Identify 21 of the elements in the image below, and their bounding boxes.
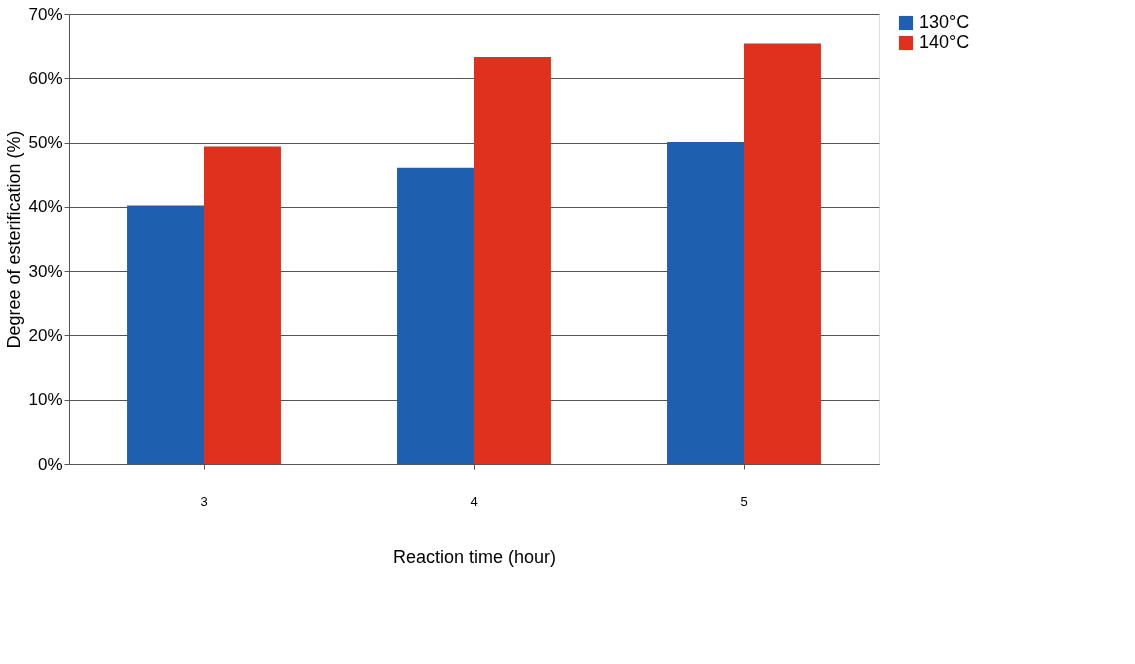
bar <box>474 57 551 464</box>
y-tick-label: 30% <box>28 261 63 281</box>
y-tick-label: 50% <box>28 133 63 153</box>
y-tick-label: 10% <box>28 390 63 410</box>
bar <box>397 167 474 464</box>
y-axis-title: Degree of esterification (%) <box>4 130 25 349</box>
bar <box>204 146 281 464</box>
bar <box>127 205 204 464</box>
y-tick-label: 70% <box>28 4 63 24</box>
legend-label: 140°C <box>919 32 970 52</box>
bar <box>667 141 744 464</box>
bar <box>744 43 821 464</box>
y-tick-label: 0% <box>37 454 63 474</box>
y-tick-label: 20% <box>28 325 63 345</box>
y-tick-label: 60% <box>28 68 63 88</box>
x-axis-title: Reaction time (hour) <box>392 546 557 567</box>
x-tick-label: 3 <box>200 493 208 509</box>
x-tick-label: 4 <box>470 493 478 509</box>
legend-label: 130°C <box>919 12 970 32</box>
y-tick-label: 40% <box>28 197 63 217</box>
x-tick-label: 5 <box>740 493 748 509</box>
